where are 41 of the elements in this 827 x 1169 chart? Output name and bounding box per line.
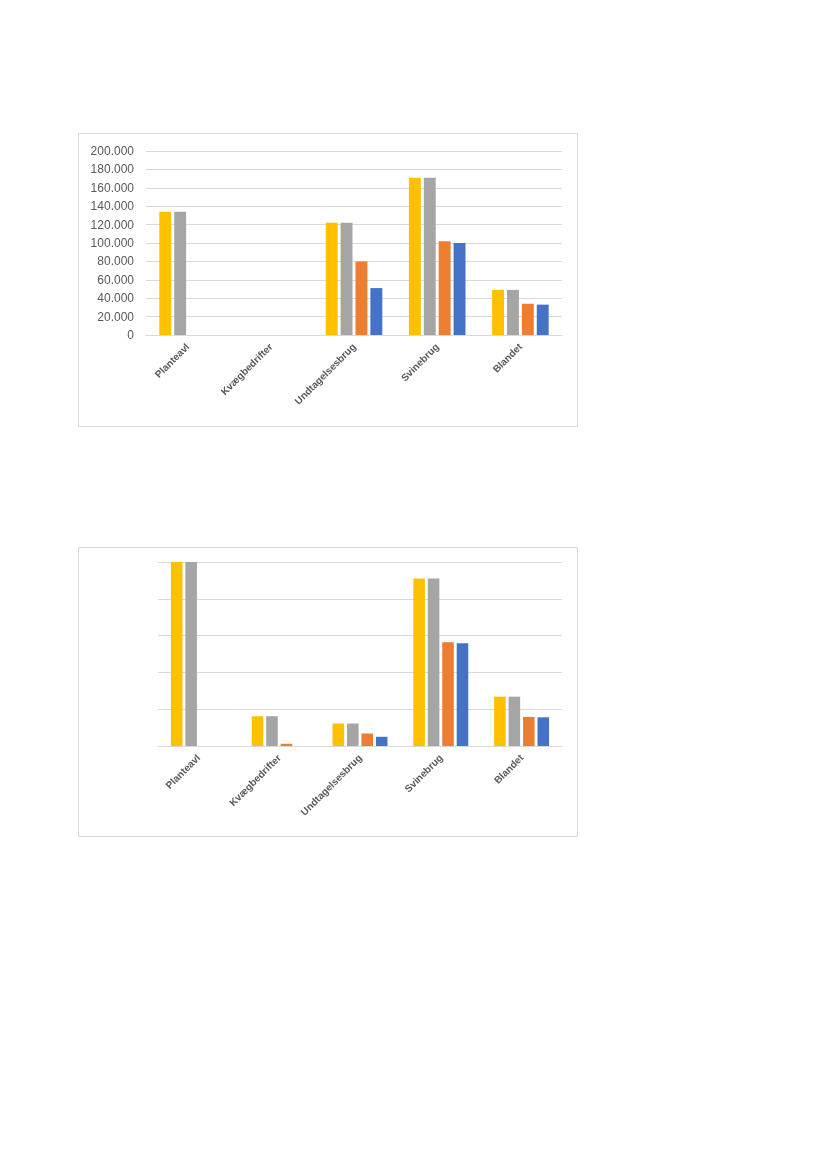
y-tick-label: 140.000 <box>90 199 135 214</box>
bar <box>355 261 368 335</box>
bar <box>340 222 353 335</box>
bar <box>507 289 519 335</box>
bar <box>492 289 505 335</box>
bar <box>159 211 172 335</box>
bar <box>370 288 383 335</box>
y-tick-label: 20.000 <box>97 309 135 324</box>
bar <box>170 562 183 746</box>
y-tick-label: 120.000 <box>90 217 135 232</box>
bar <box>537 717 550 746</box>
y-tick-label: 0 <box>127 328 135 342</box>
bar <box>508 696 521 746</box>
bar <box>408 177 421 335</box>
bar <box>251 716 264 746</box>
y-tick-label: 200.000 <box>90 144 135 158</box>
y-tick-label: 80.000 <box>97 254 135 269</box>
bar <box>266 716 278 746</box>
bar <box>536 304 549 335</box>
y-tick-label: 180.000 <box>90 162 135 177</box>
y-tick-label: 160.000 <box>90 180 135 195</box>
bar <box>361 733 374 746</box>
bar <box>442 642 454 746</box>
bar <box>494 696 506 746</box>
bar <box>456 643 469 746</box>
bar <box>453 243 466 335</box>
bar <box>523 716 535 746</box>
bar <box>438 241 451 335</box>
bar <box>375 736 388 746</box>
bar <box>325 222 338 335</box>
y-tick-label: 60.000 <box>97 272 135 287</box>
bar <box>413 578 425 746</box>
y-tick-label: 40.000 <box>97 291 135 306</box>
y-tick-label: 100.000 <box>90 236 135 250</box>
bar <box>185 562 197 746</box>
bar <box>427 578 440 746</box>
bar <box>174 211 187 335</box>
bar <box>423 177 436 335</box>
bar <box>332 723 345 746</box>
bar <box>346 723 359 746</box>
bar <box>521 303 534 335</box>
